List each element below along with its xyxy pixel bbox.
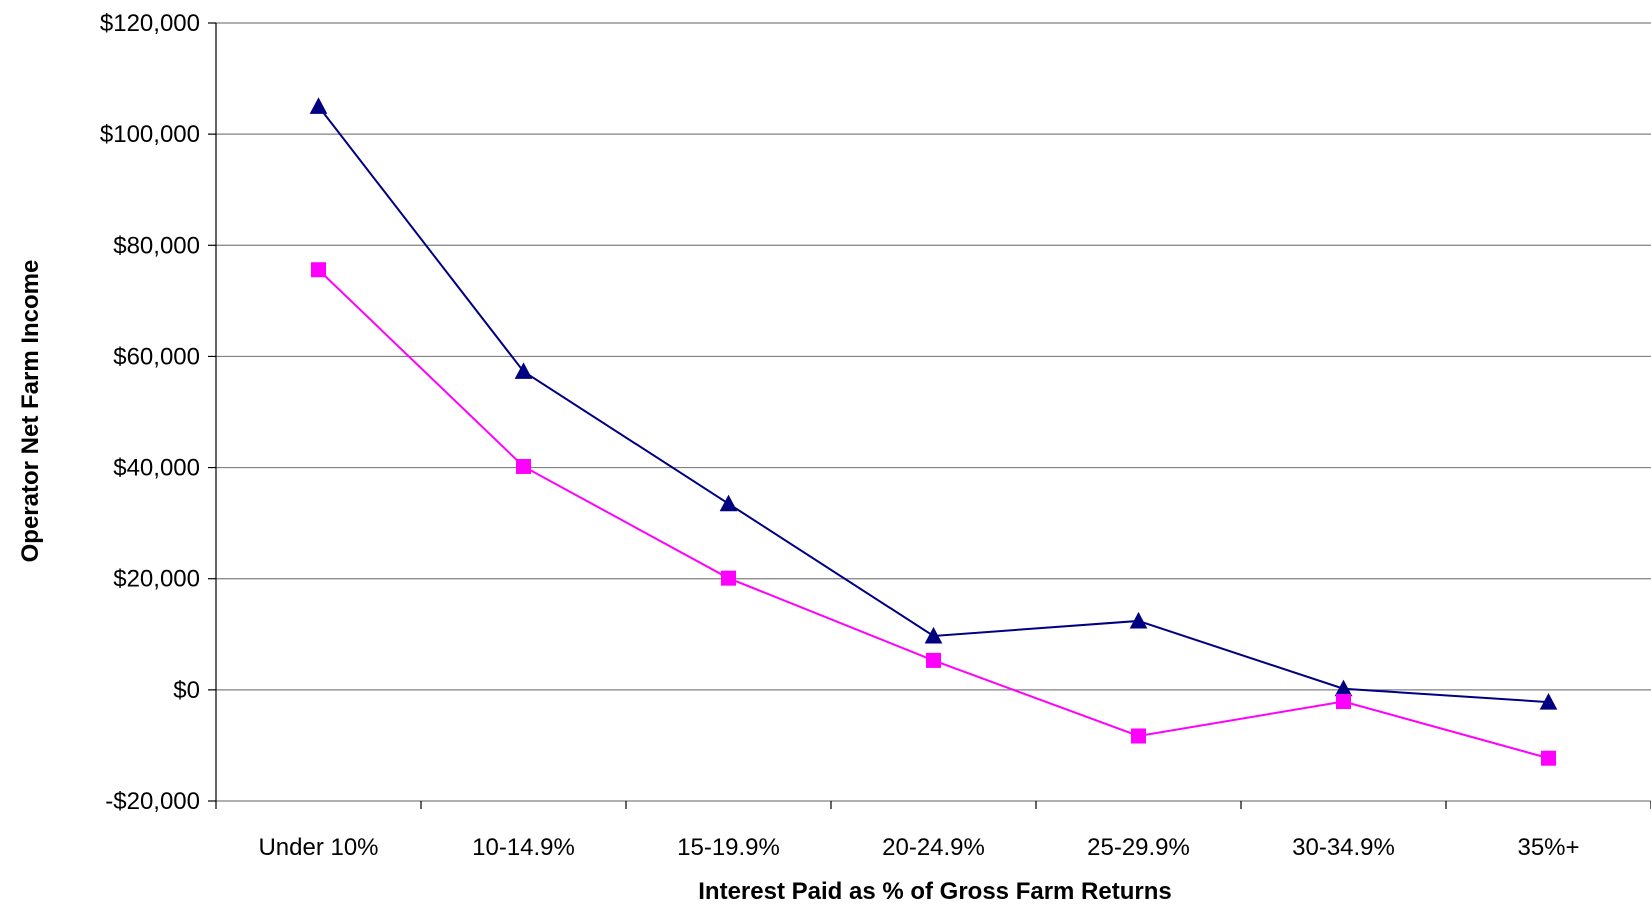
y-tick-label: $40,000 [113, 455, 200, 482]
data-point [721, 570, 736, 586]
x-axis-tick-labels: Under 10% 10-14.9% 15-19.9% 20-24.9% 25-29.9… [258, 834, 1579, 861]
axes [208, 22, 1651, 809]
x-tick-label: 30-34.9% [1292, 834, 1395, 861]
y-axis-tick-labels: -$20,000 $0 $20,000 $40,000 $60,000 $80,000 $1… [100, 10, 200, 815]
data-point [1129, 611, 1148, 629]
x-tick-label: 25-29.9% [1087, 834, 1190, 861]
data-point [1131, 728, 1146, 744]
y-tick-label: -$20,000 [105, 788, 200, 815]
y-tick-label: $0 [173, 677, 200, 704]
x-axis-title: Interest Paid as % of Gross Farm Returns [698, 878, 1171, 905]
series-line [317, 269, 1549, 760]
gridlines [216, 22, 1651, 802]
y-tick-label: $60,000 [113, 343, 200, 370]
x-tick-label: 10-14.9% [472, 834, 575, 861]
y-tick-label: $80,000 [113, 232, 200, 259]
data-point [514, 362, 533, 379]
data-point [1336, 694, 1351, 710]
series-2 [311, 262, 1556, 766]
x-tick-label: Under 10% [258, 834, 378, 861]
data-point [1539, 693, 1558, 710]
series [309, 97, 1558, 766]
data-point [516, 458, 531, 474]
data-point [309, 97, 328, 114]
data-point [1541, 750, 1556, 766]
x-tick-label: 15-19.9% [677, 834, 780, 861]
y-axis-title: Operator Net Farm Income [17, 260, 44, 563]
series-1 [309, 97, 1558, 710]
data-point [311, 262, 326, 278]
x-tick-label: 20-24.9% [882, 834, 985, 861]
data-point [719, 494, 738, 512]
series-line [317, 105, 1549, 704]
y-tick-label: $20,000 [113, 566, 200, 593]
data-point [924, 626, 943, 644]
y-tick-label: $100,000 [100, 121, 200, 148]
data-point [926, 652, 941, 668]
y-tick-label: $120,000 [100, 10, 200, 37]
x-tick-label: 35%+ [1517, 834, 1579, 861]
